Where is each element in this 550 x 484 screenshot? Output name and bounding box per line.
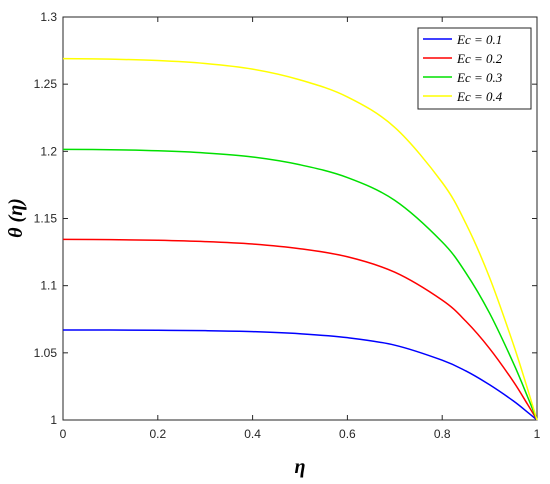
y-axis-title: θ (η) (5, 198, 27, 238)
legend-label-3: Ec = 0.3 (456, 70, 503, 85)
y-tick-label: 1.15 (34, 212, 58, 226)
x-tick-label: 0 (60, 427, 67, 441)
series-line-4 (62, 57, 538, 421)
legend-label-4: Ec = 0.4 (456, 89, 503, 104)
x-axis-title: η (295, 456, 306, 478)
series-line-2 (62, 238, 538, 421)
series-line-3 (62, 148, 538, 421)
x-tick-label: 1 (534, 427, 541, 441)
x-tick-label: 0.2 (149, 427, 166, 441)
y-tick-label: 1.25 (34, 77, 58, 91)
series-line-1 (62, 329, 538, 421)
legend-label-1: Ec = 0.1 (456, 32, 502, 47)
x-tick-label: 0.8 (434, 427, 451, 441)
y-tick-label: 1 (50, 413, 57, 427)
y-tick-label: 1.05 (34, 346, 58, 360)
y-tick-label: 1.3 (40, 10, 57, 24)
x-tick-label: 0.4 (244, 427, 261, 441)
legend-label-2: Ec = 0.2 (456, 51, 503, 66)
legend: Ec = 0.1 Ec = 0.2 Ec = 0.3 Ec = 0.4 (417, 27, 532, 110)
ticks-layer: 0 0.2 0.4 0.6 0.8 1 1 1.05 1.1 1.15 1.2 1.25 1.3 (34, 10, 541, 441)
x-tick-label: 0.6 (339, 427, 356, 441)
series-layer (62, 57, 538, 421)
y-tick-label: 1.1 (40, 279, 57, 293)
y-tick-label: 1.2 (40, 144, 57, 158)
